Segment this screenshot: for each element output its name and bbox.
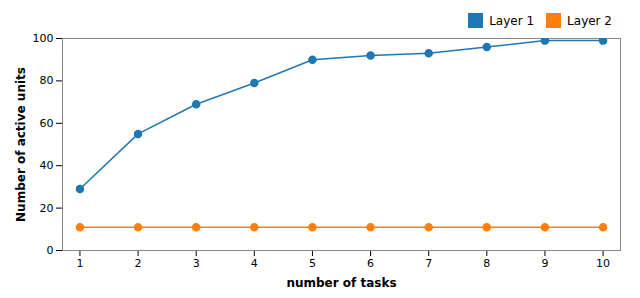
svg-text:4: 4 <box>251 257 258 270</box>
svg-text:8: 8 <box>483 257 490 270</box>
svg-text:5: 5 <box>309 257 316 270</box>
svg-text:20: 20 <box>40 202 54 215</box>
svg-text:60: 60 <box>40 117 54 130</box>
html-text:Layer 1: Layer 1 <box>489 13 535 28</box>
svg-text:1: 1 <box>76 257 83 270</box>
svg-text:2: 2 <box>135 257 142 270</box>
svg-text:10: 10 <box>596 257 610 270</box>
svg-text:100: 100 <box>33 32 54 45</box>
svg-text:9: 9 <box>541 257 548 270</box>
svg-text:number of tasks: number of tasks <box>286 276 396 290</box>
svg-text:Number of active units: Number of active units <box>14 67 28 222</box>
html-text:Layer 2: Layer 2 <box>567 13 612 28</box>
svg-text:6: 6 <box>367 257 374 270</box>
svg-text:80: 80 <box>40 74 54 87</box>
svg-text:40: 40 <box>40 159 54 172</box>
svg-text:7: 7 <box>425 257 432 270</box>
svg-text:0: 0 <box>47 244 54 257</box>
svg-text:3: 3 <box>193 257 200 270</box>
